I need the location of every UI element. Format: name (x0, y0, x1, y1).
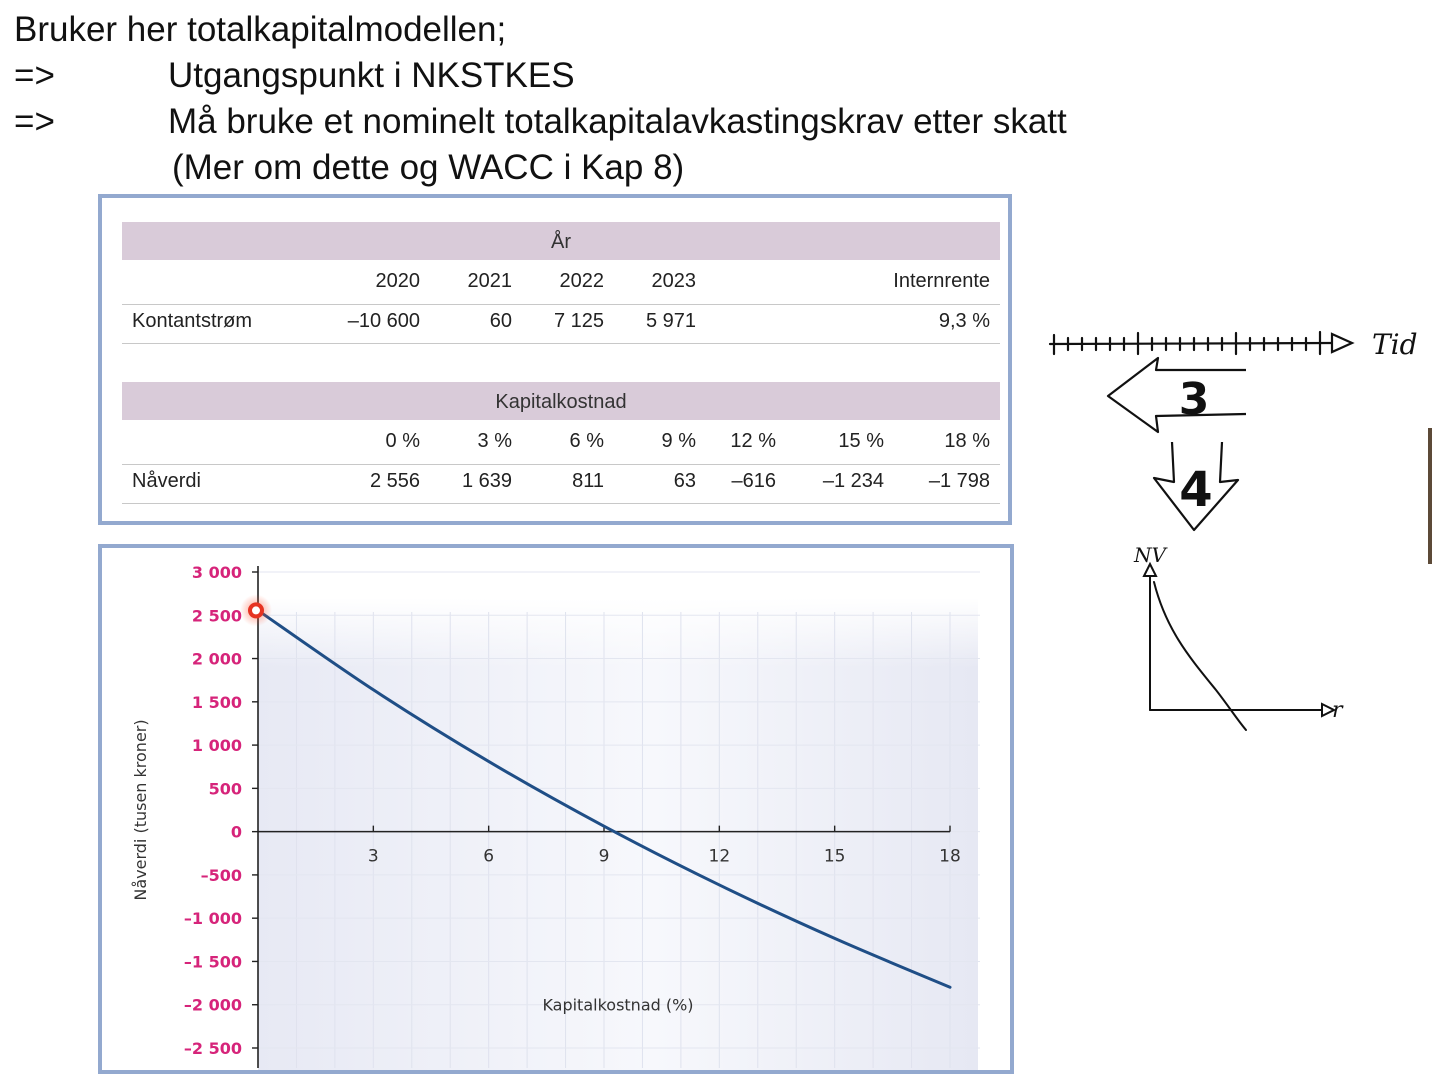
rate-header: 9 % (608, 430, 696, 453)
sketch-xlabel: r (1332, 698, 1344, 723)
x-axis-title: Kapitalkostnad (%) (542, 996, 693, 1015)
npv-cell: –1 234 (796, 470, 884, 493)
y-tick-label: 2 500 (192, 606, 242, 625)
npv-cell: 811 (516, 470, 604, 493)
npv-sketch-graph (1144, 564, 1334, 730)
year-band: År (122, 222, 1000, 260)
y-tick-label: –2 500 (184, 1039, 242, 1058)
implies-marker-2: => (14, 102, 55, 142)
y-tick-label: –500 (201, 866, 242, 885)
sketch-ylabel: NV (1133, 543, 1169, 567)
x-tick-label: 12 (709, 847, 731, 867)
cashflow-row-label: Kontantstrøm (132, 310, 252, 333)
cursor-marker (250, 604, 262, 616)
y-tick-label: –1 000 (184, 909, 242, 928)
heading-line-3: Må bruke et nominelt totalkapitalavkasti… (168, 102, 1067, 142)
rate-header: 0 % (332, 430, 420, 453)
cashflow-cell: 5 971 (608, 310, 696, 333)
rate-header: 3 % (424, 430, 512, 453)
npv-row-label: Nåverdi (132, 470, 201, 493)
handwritten-sketch: Tid 3 4 NV r (1040, 310, 1432, 740)
y-tick-label: 3 000 (192, 563, 242, 582)
year-header: 2022 (516, 270, 604, 293)
rate-header: 15 % (796, 430, 884, 453)
x-tick-label: 6 (483, 847, 494, 867)
video-thumbnail-edge (1428, 428, 1432, 564)
year-header: 2023 (608, 270, 696, 293)
irr-value: 9,3 % (822, 310, 990, 333)
cost-band-label: Kapitalkostnad (122, 391, 1000, 414)
rate-header: 12 % (688, 430, 776, 453)
heading-line-1: Bruker her totalkapitalmodellen; (14, 10, 506, 50)
y-tick-label: 1 500 (192, 693, 242, 712)
year-header: 2020 (332, 270, 420, 293)
heading-line-2: Utgangspunkt i NKSTKES (168, 56, 575, 96)
x-tick-label: 15 (824, 847, 846, 867)
npv-cell: 63 (608, 470, 696, 493)
cashflow-cell: –10 600 (322, 310, 420, 333)
npv-cell: 1 639 (424, 470, 512, 493)
cashflow-cell: 7 125 (516, 310, 604, 333)
y-tick-label: 2 000 (192, 650, 242, 669)
plot-background-fade (258, 598, 978, 668)
y-tick-label: –2 000 (184, 996, 242, 1015)
rate-header: 18 % (902, 430, 990, 453)
x-tick-label: 18 (939, 847, 961, 867)
y-axis-title: Nåverdi (tusen kroner) (131, 719, 150, 900)
npv-cell: –1 798 (902, 470, 990, 493)
step-three-number: 3 (1179, 374, 1210, 425)
cashflow-cell: 60 (424, 310, 512, 333)
y-tick-label: –1 500 (184, 952, 242, 971)
rate-header: 6 % (516, 430, 604, 453)
cost-band: Kapitalkostnad (122, 382, 1000, 420)
x-tick-label: 3 (368, 847, 379, 867)
year-band-label: År (122, 231, 1000, 254)
cashflow-table-panel: År 2020 2021 2022 2023 Internrente Konta… (98, 194, 1012, 525)
npv-chart: 3 000 2 500 2 000 1 500 1 000 500 0 –500 –1 000 –… (102, 548, 1010, 1070)
step-three-arrow (1108, 358, 1246, 432)
timeline-label: Tid (1372, 328, 1418, 361)
step-four-number: 4 (1179, 462, 1212, 518)
npv-cell: –616 (688, 470, 776, 493)
irr-header: Internrente (822, 270, 990, 293)
timeline-sketch (1050, 332, 1352, 354)
npv-cell: 2 556 (332, 470, 420, 493)
year-header: 2021 (424, 270, 512, 293)
npv-chart-panel: 3 000 2 500 2 000 1 500 1 000 500 0 –500 –1 000 –… (98, 544, 1014, 1074)
y-tick-label: 0 (231, 823, 242, 842)
implies-marker-1: => (14, 56, 55, 96)
y-tick-label: 1 000 (192, 736, 242, 755)
x-tick-label: 9 (599, 847, 610, 867)
heading-line-4: (Mer om dette og WACC i Kap 8) (172, 148, 684, 188)
y-tick-label: 500 (209, 779, 242, 798)
